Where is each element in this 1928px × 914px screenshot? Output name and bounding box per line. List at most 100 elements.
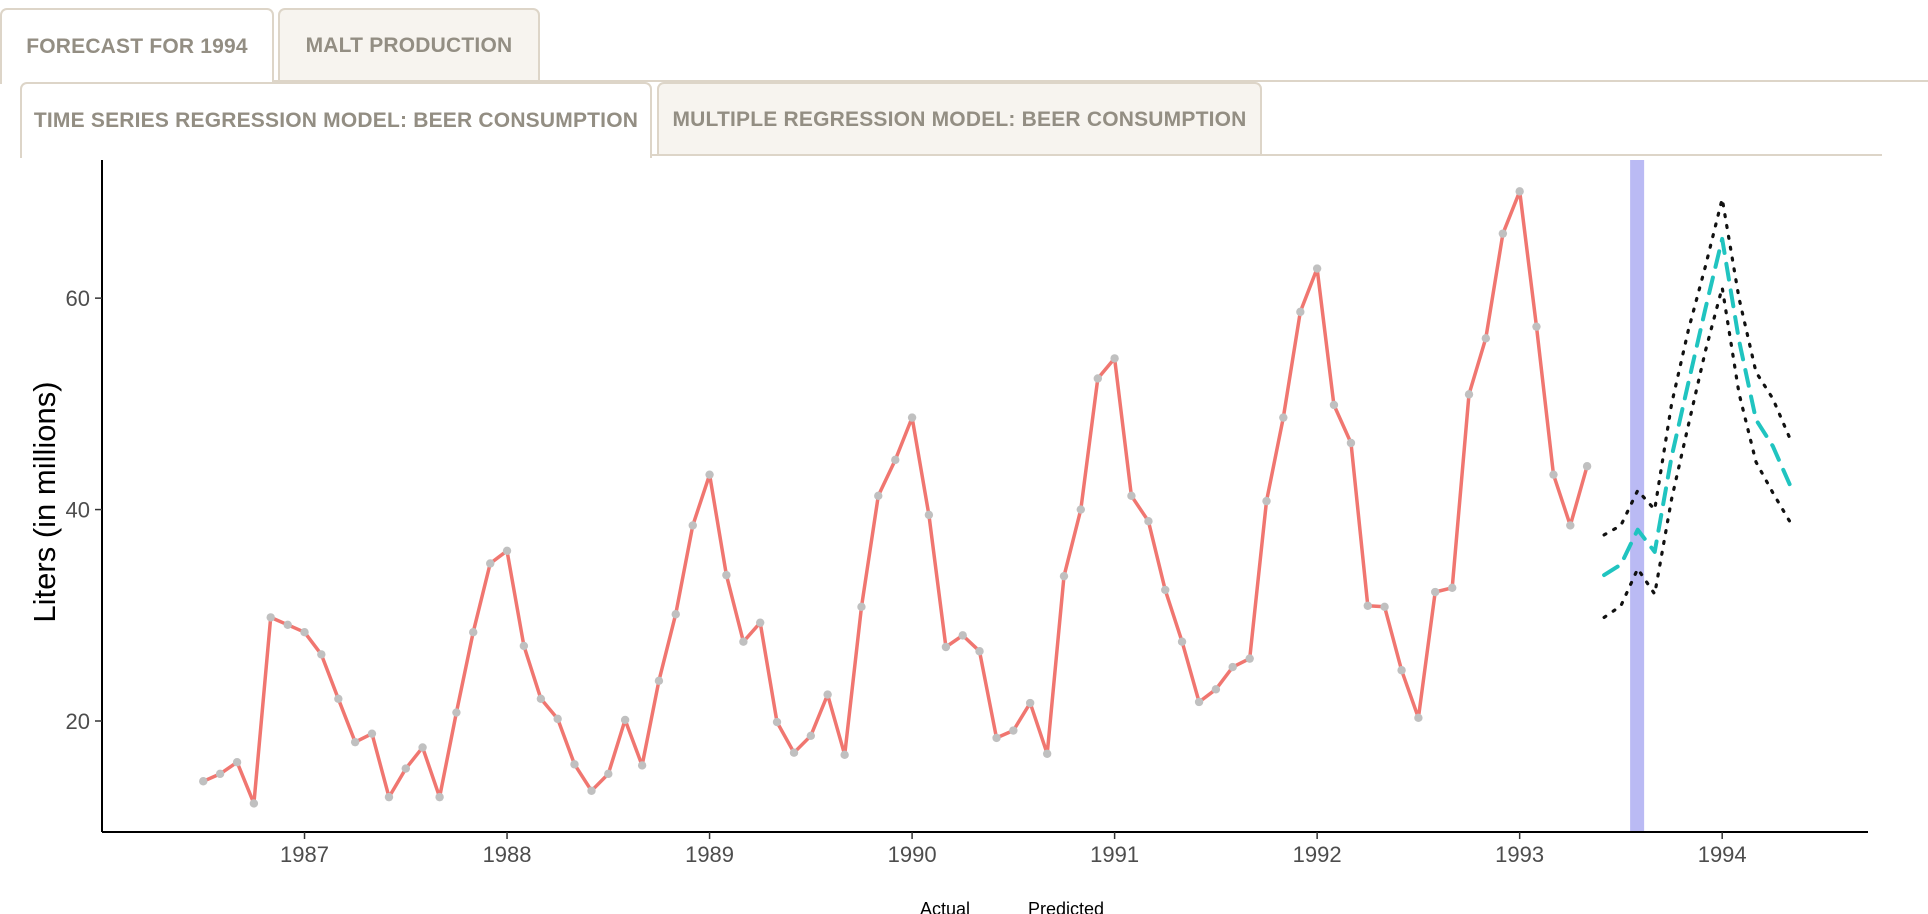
model-tab-divider [20, 154, 1882, 156]
actual-point [1025, 698, 1035, 708]
actual-points-layer [199, 187, 1592, 808]
actual-point [519, 641, 529, 651]
actual-point [1582, 462, 1592, 471]
actual-point [1279, 413, 1288, 422]
actual-point [1144, 517, 1153, 526]
actual-point [452, 708, 461, 717]
x-tick-label-1994: 1994 [1698, 842, 1747, 867]
tab-time-series-model[interactable]: TIME SERIES REGRESSION MODEL: BEER CONSU… [20, 82, 652, 158]
actual-point [907, 413, 917, 422]
y-tick-label-60: 60 [66, 286, 90, 311]
series-line-lower-interval [1602, 285, 1792, 619]
main-tab-bar: FORECAST FOR 1994 MALT PRODUCTION [0, 8, 1928, 84]
legend-label-actual: Actual [920, 899, 970, 914]
actual-point [806, 731, 816, 740]
actual-point [1532, 322, 1541, 331]
tab-malt-production[interactable]: MALT PRODUCTION [278, 8, 540, 82]
actual-point [1076, 505, 1085, 514]
tab-multiple-regression-model[interactable]: MULTIPLE REGRESSION MODEL: BEER CONSUMPT… [657, 82, 1262, 156]
actual-point [604, 769, 613, 779]
actual-point [1093, 374, 1103, 383]
actual-point [1397, 666, 1406, 675]
actual-point [671, 610, 680, 619]
actual-point [334, 694, 343, 703]
actual-point [1127, 491, 1136, 501]
actual-point [1380, 602, 1389, 612]
actual-point [317, 650, 326, 659]
actual-point [1363, 601, 1372, 610]
series-line-actual [201, 189, 1589, 806]
model-tab-bar: TIME SERIES REGRESSION MODEL: BEER CONSU… [20, 82, 1882, 158]
actual-point [1312, 264, 1322, 273]
actual-point [755, 618, 765, 627]
actual-point [1245, 654, 1254, 663]
actual-point [215, 769, 225, 779]
actual-point [502, 546, 512, 555]
actual-point [435, 792, 444, 802]
actual-point [266, 613, 275, 622]
actual-point [772, 717, 782, 727]
actual-point [1431, 587, 1440, 597]
actual-point [536, 694, 546, 703]
actual-point [992, 733, 1001, 743]
actual-point [891, 455, 900, 465]
actual-point [1329, 400, 1339, 410]
forecast-start-marker-layer [1630, 160, 1645, 831]
actual-point [384, 792, 394, 802]
chart-axes: 1987 1988 1989 1990 1991 1992 1993 1994 20 40 60 [66, 160, 1868, 867]
actual-point [857, 602, 866, 612]
beer-consumption-chart: 1987 1988 1989 1990 1991 1992 1993 1994 20 40 60 L… [27, 160, 1868, 914]
actual-point [1262, 496, 1271, 506]
x-tick-label-1990: 1990 [888, 842, 937, 867]
actual-point [941, 642, 951, 652]
actual-point [570, 760, 579, 769]
actual-point [1042, 749, 1052, 758]
actual-point [1566, 521, 1575, 530]
series-line-predicted [1602, 236, 1792, 578]
tab-forecast-1994[interactable]: FORECAST FOR 1994 [0, 8, 274, 84]
legend-label-predicted: Predicted [1028, 899, 1104, 914]
actual-point [1464, 390, 1474, 399]
actual-point [1110, 354, 1119, 363]
chart-legend: Actual Predicted [920, 899, 1104, 914]
series-line-upper-interval [1602, 197, 1792, 537]
actual-point [1296, 307, 1305, 317]
actual-point [840, 750, 849, 760]
actual-point [1009, 726, 1018, 735]
actual-point [486, 559, 495, 568]
actual-point [1211, 685, 1221, 694]
actual-point [1481, 334, 1491, 343]
actual-point [1448, 583, 1457, 592]
actual-point [232, 758, 242, 767]
actual-point [1059, 571, 1069, 581]
series-layer [201, 189, 1792, 806]
actual-point [401, 764, 410, 773]
actual-point [1177, 637, 1187, 646]
x-tick-label-1988: 1988 [483, 842, 532, 867]
actual-point [789, 748, 799, 757]
actual-point [722, 570, 731, 580]
x-tick-label-1992: 1992 [1293, 842, 1342, 867]
actual-point [1346, 438, 1356, 448]
actual-point [553, 714, 562, 724]
actual-point [367, 729, 377, 738]
actual-point [300, 628, 309, 637]
actual-point [587, 786, 596, 795]
actual-point [823, 690, 832, 699]
actual-point [1228, 662, 1237, 672]
actual-point [350, 737, 360, 747]
x-tick-label-1993: 1993 [1495, 842, 1544, 867]
actual-point [874, 491, 883, 501]
y-tick-label-40: 40 [66, 498, 90, 523]
x-tick-label-1989: 1989 [685, 842, 734, 867]
actual-point [654, 676, 664, 686]
actual-point [705, 470, 714, 479]
actual-point [1161, 585, 1170, 595]
actual-point [688, 521, 697, 530]
actual-point [469, 628, 478, 637]
x-tick-label-1987: 1987 [280, 842, 329, 867]
y-axis-label: Liters (in millions) [27, 381, 62, 622]
forecast-start-band [1630, 160, 1645, 831]
actual-point [637, 761, 647, 770]
actual-point [1515, 187, 1524, 196]
